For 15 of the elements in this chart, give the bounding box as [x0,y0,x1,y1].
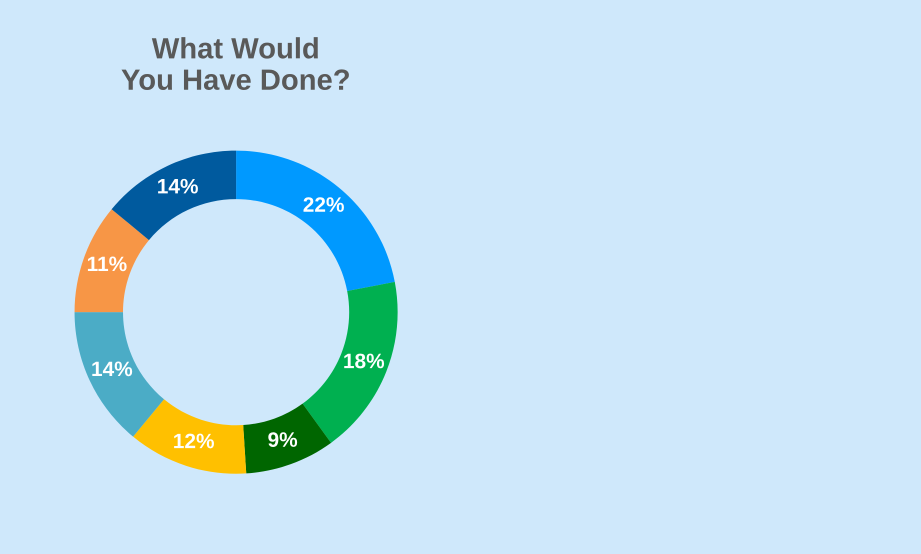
data-label: 14% [158,178,198,194]
donut-slice [133,399,246,474]
data-label: 12% [174,434,214,448]
data-label: 14% [92,362,132,376]
donut-slice [243,404,332,474]
data-label: 18% [344,354,384,368]
donut-slice [236,150,395,291]
data-label: 22% [304,197,344,212]
donut-slice [74,312,164,437]
donut-slice [112,150,236,240]
donut-slice [74,209,149,312]
data-label: 11% [88,256,127,272]
donut-slice [302,282,398,443]
chart-title: What Would You Have Done? [121,37,349,90]
data-label: 9% [268,432,298,447]
